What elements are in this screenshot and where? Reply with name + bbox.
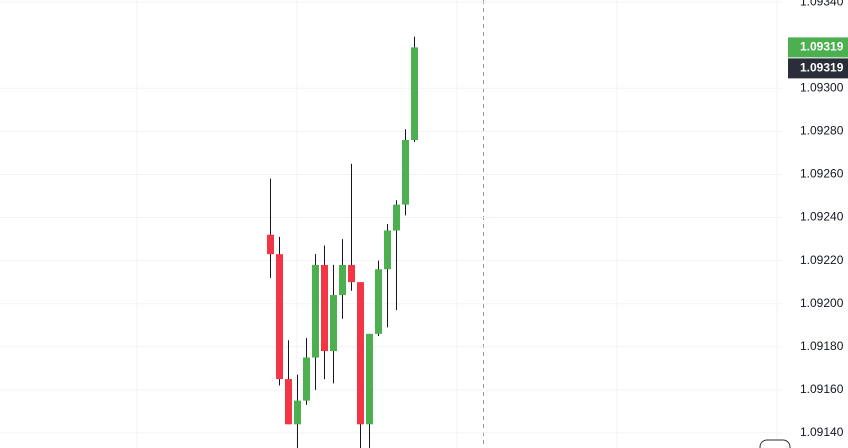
y-tick-label: 1.09260: [800, 167, 844, 181]
candle-body: [357, 282, 364, 425]
candle-body: [267, 234, 274, 255]
candle-body: [348, 264, 355, 283]
candle-body: [411, 47, 418, 141]
y-tick-label: 1.09160: [800, 382, 844, 396]
y-tick-label: 1.09140: [800, 425, 844, 439]
candle-body: [276, 254, 283, 380]
price-label: 1.09319: [800, 61, 844, 75]
candle-body: [285, 379, 292, 425]
candle-body: [384, 230, 391, 270]
y-tick-label: 1.09300: [800, 80, 844, 94]
candle-body: [375, 269, 382, 334]
candle-body: [366, 333, 373, 425]
candle-body: [321, 264, 328, 352]
price-label: 1.09319: [800, 40, 844, 54]
candle-body: [330, 295, 337, 352]
y-tick-label: 1.09280: [800, 124, 844, 138]
price-label-box: [788, 58, 848, 79]
y-tick-label: 1.09220: [800, 253, 844, 267]
candle-body: [312, 264, 319, 358]
price-label-box: [788, 37, 848, 58]
scale-button[interactable]: [759, 439, 791, 448]
vertical-grid: [136, 0, 778, 448]
y-tick-label: 1.09200: [800, 296, 844, 310]
candle-body: [303, 357, 310, 401]
candle-body: [294, 400, 301, 425]
candle-body: [402, 140, 409, 205]
y-tick-label: 1.09180: [800, 339, 844, 353]
candle-body: [339, 264, 346, 296]
candle-body: [393, 204, 400, 231]
y-tick-label: 1.09240: [800, 210, 844, 224]
y-tick-label: 1.09340: [800, 0, 844, 8]
